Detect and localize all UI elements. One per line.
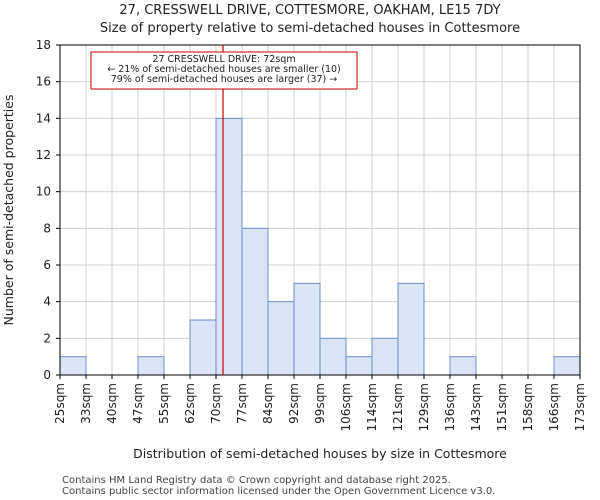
bar-5 (189, 319, 217, 376)
x-tick-label-2: 40sqm (105, 383, 119, 424)
x-tick-label-1: 33sqm (79, 383, 93, 424)
y-tick-label-0: 0 (43, 368, 51, 382)
bar-19 (553, 356, 581, 376)
annotation-line-3: 79% of semi-detached houses are larger (… (111, 74, 338, 85)
y-tick-label-3: 6 (43, 258, 51, 272)
annotation-line-2: ← 21% of semi-detached houses are smalle… (107, 64, 341, 75)
y-tick-label-9: 18 (36, 38, 51, 52)
x-tick-label-12: 114sqm (365, 383, 379, 431)
bar-3 (137, 356, 165, 376)
bar-7 (241, 227, 269, 376)
x-tick-label-19: 166sqm (547, 383, 561, 431)
annotation-line-1: 27 CRESSWELL DRIVE: 72sqm (152, 54, 295, 65)
y-tick-label-5: 10 (36, 185, 51, 199)
x-tick-label-4: 55sqm (157, 383, 171, 424)
x-tick-label-13: 121sqm (391, 383, 405, 431)
plot-area: 0 2 4 6 8 10 12 14 16 18 25sqm 33sqm 40sqm 47sqm 55sqm… (36, 38, 587, 431)
x-tick-label-17: 151sqm (495, 383, 509, 431)
x-tick-label-20: 173sqm (573, 383, 587, 431)
bar-10 (319, 337, 347, 376)
x-tick-label-8: 84sqm (261, 383, 275, 424)
y-tick-label-2: 4 (43, 295, 51, 309)
chart-title-line1: 27, CRESSWELL DRIVE, COTTESMORE, OAKHAM,… (119, 3, 500, 18)
x-tick-label-10: 99sqm (313, 383, 327, 424)
x-tick-label-15: 136sqm (443, 383, 457, 431)
bar-9 (293, 282, 321, 376)
x-tick-label-0: 25sqm (53, 383, 67, 424)
x-tick-label-7: 77sqm (235, 383, 249, 424)
bar-15 (449, 356, 477, 376)
y-tick-label-8: 16 (36, 75, 51, 89)
footer-line2: Contains public sector information licen… (62, 486, 495, 497)
bar-8 (267, 301, 295, 376)
footer-line1: Contains HM Land Registry data © Crown c… (62, 475, 451, 486)
x-axis-label: Distribution of semi-detached houses by … (133, 446, 507, 461)
chart-title-line2: Size of property relative to semi-detach… (100, 21, 520, 36)
x-tick-label-14: 129sqm (417, 383, 431, 431)
y-tick-label-6: 12 (36, 148, 51, 162)
y-tick-label-1: 2 (43, 331, 51, 345)
bar-12 (371, 337, 399, 376)
bar-13 (397, 282, 425, 376)
x-tick-label-3: 47sqm (131, 383, 145, 424)
annotation-box (90, 51, 358, 90)
bar-6 (215, 117, 243, 376)
y-tick-label-4: 8 (43, 221, 51, 235)
bar-11 (345, 356, 373, 376)
y-tick-label-7: 14 (36, 111, 51, 125)
x-tick-label-5: 62sqm (183, 383, 197, 424)
x-tick-label-11: 106sqm (339, 383, 353, 431)
x-tick-label-18: 158sqm (521, 383, 535, 431)
x-tick-label-6: 70sqm (209, 383, 223, 424)
x-tick-label-9: 92sqm (287, 383, 301, 424)
bar-0 (59, 356, 87, 376)
x-tick-label-16: 143sqm (469, 383, 483, 431)
y-axis-label: Number of semi-detached properties (1, 95, 16, 326)
